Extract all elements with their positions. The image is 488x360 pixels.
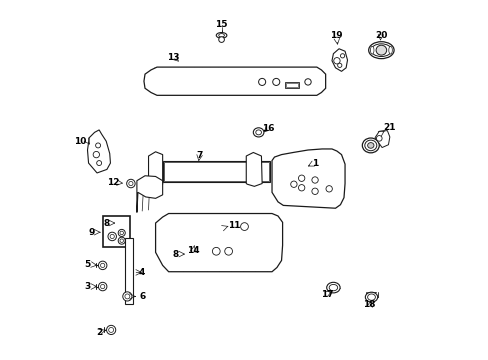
Polygon shape [87, 130, 110, 173]
Polygon shape [143, 67, 325, 95]
Text: 5: 5 [84, 260, 90, 269]
Ellipse shape [367, 294, 375, 300]
Ellipse shape [255, 130, 261, 135]
Polygon shape [213, 223, 224, 237]
Text: 7: 7 [196, 151, 202, 160]
Text: 14: 14 [186, 246, 199, 255]
Bar [125, 238, 133, 304]
Polygon shape [155, 213, 282, 272]
Circle shape [118, 237, 125, 244]
Circle shape [212, 247, 220, 255]
Circle shape [121, 221, 126, 225]
Text: 9: 9 [89, 228, 95, 237]
Ellipse shape [192, 244, 199, 248]
Circle shape [108, 328, 113, 332]
Text: 3: 3 [84, 282, 90, 291]
Ellipse shape [388, 46, 391, 54]
Circle shape [96, 143, 101, 148]
Circle shape [188, 252, 193, 257]
Circle shape [101, 263, 104, 267]
Ellipse shape [370, 44, 391, 57]
Ellipse shape [375, 45, 386, 55]
Ellipse shape [191, 236, 200, 241]
Text: 8: 8 [172, 249, 179, 258]
Text: 11: 11 [227, 221, 240, 230]
Bar [285, 83, 298, 86]
Circle shape [93, 152, 99, 158]
Circle shape [304, 79, 310, 85]
Circle shape [216, 228, 221, 233]
Polygon shape [271, 149, 345, 208]
Ellipse shape [328, 284, 337, 291]
Ellipse shape [218, 33, 224, 37]
Circle shape [128, 181, 133, 186]
Polygon shape [246, 153, 262, 186]
Polygon shape [137, 176, 163, 212]
Ellipse shape [368, 42, 393, 59]
Circle shape [110, 234, 114, 239]
Circle shape [118, 229, 125, 237]
Ellipse shape [362, 138, 379, 153]
Circle shape [98, 282, 107, 291]
Circle shape [108, 232, 116, 241]
Circle shape [218, 37, 224, 42]
Text: 10: 10 [74, 137, 86, 146]
Text: 4: 4 [139, 268, 145, 277]
Text: 19: 19 [329, 31, 342, 40]
Text: 20: 20 [374, 31, 387, 40]
Circle shape [258, 78, 265, 85]
Ellipse shape [365, 292, 377, 302]
Circle shape [325, 186, 332, 192]
Bar [285, 82, 299, 87]
Circle shape [120, 231, 123, 235]
Text: 15: 15 [215, 20, 227, 29]
Circle shape [124, 294, 130, 299]
Polygon shape [148, 152, 163, 187]
Text: 12: 12 [107, 178, 119, 187]
Ellipse shape [367, 143, 373, 148]
Circle shape [224, 247, 232, 255]
Circle shape [120, 239, 123, 242]
Circle shape [272, 78, 279, 85]
Bar [103, 216, 130, 247]
Ellipse shape [370, 46, 373, 54]
Circle shape [97, 161, 102, 166]
Circle shape [333, 58, 340, 64]
Circle shape [240, 223, 248, 230]
Bar [163, 161, 270, 182]
Bar [164, 162, 269, 181]
Polygon shape [331, 49, 347, 71]
Text: 8: 8 [103, 219, 109, 228]
Circle shape [337, 63, 341, 67]
Text: 2: 2 [96, 328, 102, 337]
Ellipse shape [253, 128, 264, 137]
Circle shape [298, 185, 304, 191]
Circle shape [126, 179, 135, 188]
Circle shape [122, 292, 132, 301]
Text: 6: 6 [139, 292, 145, 301]
Text: 21: 21 [382, 123, 395, 132]
Text: 1: 1 [311, 158, 318, 167]
Ellipse shape [326, 282, 340, 293]
Circle shape [298, 175, 304, 181]
Text: 18: 18 [363, 300, 375, 309]
Ellipse shape [364, 140, 376, 151]
Circle shape [98, 261, 107, 270]
Text: 13: 13 [166, 53, 179, 62]
Circle shape [106, 325, 116, 334]
Circle shape [340, 54, 344, 58]
Ellipse shape [216, 32, 226, 38]
Circle shape [311, 188, 318, 194]
Circle shape [290, 181, 296, 188]
Text: 16: 16 [262, 124, 274, 133]
Polygon shape [374, 131, 389, 148]
Circle shape [186, 249, 195, 259]
Circle shape [119, 219, 128, 228]
Text: 17: 17 [321, 290, 333, 299]
Circle shape [376, 136, 381, 141]
Circle shape [101, 284, 104, 289]
Circle shape [311, 177, 318, 183]
